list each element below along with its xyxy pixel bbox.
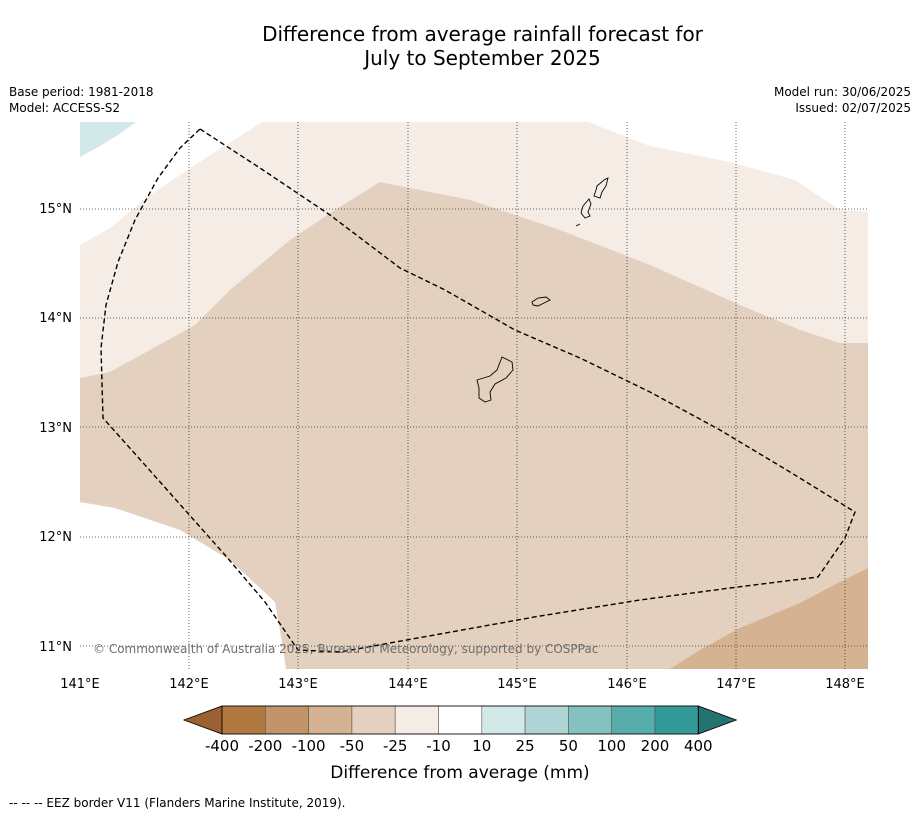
colorbar-segment xyxy=(394,705,439,735)
longitude-labels: 141°E 142°E 143°E 144°E 145°E 146°E 147°… xyxy=(60,677,865,692)
colorbar-tick-label: -50 xyxy=(340,737,365,755)
colorbar-tick-labels: -400 -200 -100 -50 -25 -10 10 25 50 100 200 400 xyxy=(205,737,713,755)
map-title: Difference from average rainfall forecas… xyxy=(0,22,919,70)
colorbar-segment xyxy=(438,705,483,735)
eez-border xyxy=(100,128,856,653)
colorbar-tick-label: -200 xyxy=(248,737,282,755)
colorbar-tick-label: 200 xyxy=(641,737,670,755)
lon-label-142e: 142°E xyxy=(169,677,209,692)
meta-left: Base period: 1981-2018 Model: ACCESS-S2 xyxy=(9,84,154,116)
colorbar-tick-label: 100 xyxy=(597,737,626,755)
lon-label-143e: 143°E xyxy=(278,677,318,692)
lat-label-15n: 15°N xyxy=(39,202,72,217)
lat-label-12n: 12°N xyxy=(39,530,72,545)
meta-right: Model run: 30/06/2025 Issued: 02/07/2025 xyxy=(774,84,911,116)
colorbar-segment xyxy=(611,705,656,735)
colorbar-segment xyxy=(481,705,526,735)
colorbar-segment xyxy=(524,705,569,735)
aguijan-islet xyxy=(575,223,581,227)
issued-date: Issued: 02/07/2025 xyxy=(795,101,911,115)
lon-label-145e: 145°E xyxy=(497,677,537,692)
colorbar-tick-label: -100 xyxy=(292,737,326,755)
title-line-1: Difference from average rainfall forecas… xyxy=(262,22,703,46)
eez-legend-note: -- -- -- EEZ border V11 (Flanders Marine… xyxy=(9,796,346,810)
title-line-2: July to September 2025 xyxy=(364,46,601,70)
contour-dark-brown xyxy=(670,568,868,669)
lon-label-147e: 147°E xyxy=(716,677,756,692)
lon-label-148e: 148°E xyxy=(825,677,865,692)
colorbar-tick-label: -400 xyxy=(205,737,239,755)
colorbar-tick-label: 10 xyxy=(472,737,491,755)
colorbar-extend-right xyxy=(697,705,738,735)
copyright-text: © Commonwealth of Australia 2025, Bureau… xyxy=(93,642,598,656)
colorbar-segment xyxy=(654,705,699,735)
model-run: Model run: 30/06/2025 xyxy=(773,85,911,99)
colorbar-tick-label: 25 xyxy=(516,737,535,755)
colorbar-outline xyxy=(221,705,699,735)
colorbar-tick-label: -25 xyxy=(383,737,408,755)
colorbar-segment xyxy=(308,705,353,735)
rota-island xyxy=(531,296,551,307)
colorbar-segment xyxy=(221,705,266,735)
base-period: Base period: 1981-2018 xyxy=(9,85,154,99)
contour-light-teal xyxy=(80,122,136,157)
gridlines xyxy=(80,122,868,669)
lat-label-11n: 11°N xyxy=(39,640,72,655)
lon-label-144e: 144°E xyxy=(388,677,428,692)
lat-label-14n: 14°N xyxy=(39,311,72,326)
model-name: Model: ACCESS-S2 xyxy=(9,101,121,115)
lon-label-146e: 146°E xyxy=(607,677,647,692)
tinian-island xyxy=(580,198,592,219)
map-area: © Commonwealth of Australia 2025, Bureau… xyxy=(80,122,868,669)
colorbar-extend-left xyxy=(182,705,223,735)
latitude-labels: 15°N 14°N 13°N 12°N 11°N xyxy=(39,202,72,655)
lat-label-13n: 13°N xyxy=(39,421,72,436)
saipan-island xyxy=(593,177,609,199)
colorbar-segment xyxy=(568,705,613,735)
colorbar-tick-label: 400 xyxy=(684,737,713,755)
contour-medium-brown xyxy=(80,182,868,669)
lon-label-141e: 141°E xyxy=(60,677,100,692)
guam-island xyxy=(476,356,514,403)
colorbar-segment xyxy=(264,705,309,735)
colorbar-tick-label: -10 xyxy=(426,737,451,755)
colorbar-tick-label: 50 xyxy=(559,737,578,755)
colorbar-label: Difference from average (mm) xyxy=(330,763,589,783)
colorbar-segment xyxy=(351,705,396,735)
colorbar xyxy=(182,705,738,735)
